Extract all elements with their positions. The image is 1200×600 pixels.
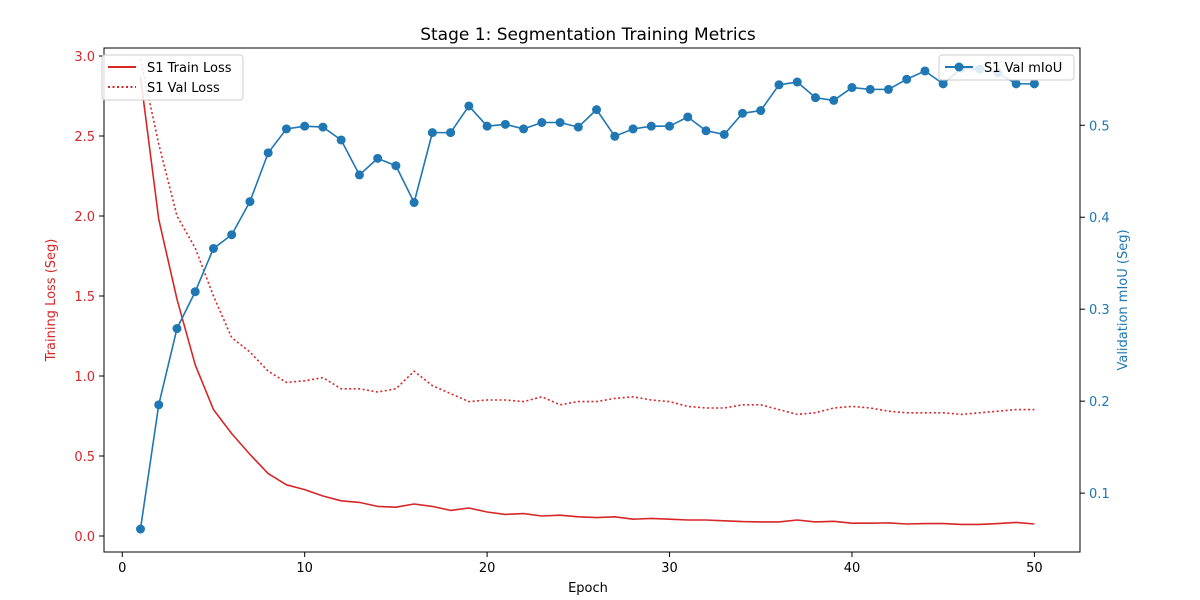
series-line-s1-val-loss <box>139 59 1035 416</box>
data-point-s1-val-miou <box>427 128 437 138</box>
legend-miou-box <box>938 54 1075 81</box>
axes-layer: 0 10 20 30 40 50 0.0 0.5 1.0 1.5 2.0 2.5 3.0 0.1 0.2 0.… <box>74 50 1109 576</box>
legend-loss-box <box>101 54 244 101</box>
x-tick-label: 10 <box>296 561 313 576</box>
legend-miou: S1 Val mIoU <box>938 54 1075 81</box>
y-left-tick-label: 3.0 <box>74 50 95 65</box>
data-point-s1-val-miou <box>756 106 766 116</box>
data-point-s1-val-miou <box>154 400 164 410</box>
data-point-s1-val-miou <box>883 84 893 94</box>
data-point-s1-val-miou <box>464 101 474 111</box>
data-point-s1-val-miou <box>446 128 456 138</box>
x-tick-label: 30 <box>661 561 678 576</box>
data-point-s1-val-miou <box>701 126 711 136</box>
data-point-s1-val-miou <box>920 66 930 76</box>
data-point-s1-val-miou <box>628 124 638 134</box>
data-point-s1-val-miou <box>318 122 328 132</box>
data-point-s1-val-miou <box>938 79 948 89</box>
data-point-s1-val-miou <box>774 80 784 90</box>
data-point-s1-val-miou <box>829 95 839 105</box>
legend-val-loss-label: S1 Val Loss <box>147 81 220 96</box>
x-tick-label: 0 <box>118 561 126 576</box>
x-tick-label: 40 <box>844 561 861 576</box>
y-left-tick-label: 1.5 <box>74 290 95 305</box>
data-point-s1-val-miou <box>646 121 656 131</box>
legend-val-miou-marker <box>954 62 964 72</box>
series-line-s1-val-miou <box>139 67 1035 530</box>
data-point-s1-val-miou <box>592 105 602 115</box>
data-point-s1-val-miou <box>482 121 492 131</box>
data-point-s1-val-miou <box>135 524 145 534</box>
y-left-tick-label: 2.0 <box>74 210 95 225</box>
data-point-s1-val-miou <box>373 153 383 163</box>
data-point-s1-val-miou <box>738 108 748 118</box>
chart-title: Stage 1: Segmentation Training Metrics <box>420 25 756 45</box>
data-point-s1-val-miou <box>1011 79 1021 89</box>
data-point-s1-val-miou <box>902 74 912 84</box>
x-axis-title: Epoch <box>568 581 608 596</box>
data-point-s1-val-miou <box>683 112 693 122</box>
y-left-tick-label: 0.5 <box>74 450 95 465</box>
legend-loss: S1 Train Loss S1 Val Loss <box>101 54 244 101</box>
data-point-s1-val-miou <box>245 197 255 207</box>
x-tick-label: 20 <box>479 561 496 576</box>
data-point-s1-val-miou <box>573 122 583 132</box>
y-left-tick-label: 0.0 <box>74 530 95 545</box>
data-point-s1-val-miou <box>792 77 802 87</box>
data-point-s1-val-miou <box>537 117 547 127</box>
data-point-s1-val-miou <box>300 121 310 131</box>
y-right-tick-label: 0.5 <box>1089 119 1110 134</box>
y-right-tick-label: 0.1 <box>1089 487 1110 502</box>
data-point-s1-val-miou <box>847 83 857 93</box>
series-line-s1-train-loss <box>139 76 1035 526</box>
data-point-s1-val-miou <box>500 119 510 129</box>
data-point-s1-val-miou <box>190 287 200 297</box>
y-left-axis-title: Training Loss (Seg) <box>44 239 59 363</box>
y-right-axis-title: Validation mIoU (Seg) <box>1116 229 1131 370</box>
data-point-s1-val-miou <box>227 230 237 240</box>
data-point-s1-val-miou <box>555 117 565 127</box>
data-point-s1-val-miou <box>1029 79 1039 89</box>
data-point-s1-val-miou <box>391 161 401 171</box>
x-tick-label: 50 <box>1026 561 1043 576</box>
legend-val-miou-label: S1 Val mIoU <box>984 61 1062 76</box>
y-right-tick-label: 0.4 <box>1089 211 1110 226</box>
data-point-s1-val-miou <box>263 148 273 158</box>
data-point-s1-val-miou <box>719 129 729 139</box>
data-point-s1-val-miou <box>172 324 182 334</box>
plot-frame <box>103 47 1081 553</box>
data-point-s1-val-miou <box>519 124 529 134</box>
legend-train-loss-label: S1 Train Loss <box>147 61 232 76</box>
y-left-tick-label: 1.0 <box>74 370 95 385</box>
data-point-s1-val-miou <box>354 170 364 180</box>
data-point-s1-val-miou <box>610 131 620 141</box>
y-left-tick-label: 2.5 <box>74 130 95 145</box>
data-point-s1-val-miou <box>336 135 346 145</box>
data-point-s1-val-miou <box>281 124 291 134</box>
data-point-s1-val-miou <box>865 84 875 94</box>
series-layer <box>135 59 1039 534</box>
y-right-tick-label: 0.2 <box>1089 395 1110 410</box>
data-point-s1-val-miou <box>810 93 820 103</box>
y-right-tick-label: 0.3 <box>1089 303 1110 318</box>
data-point-s1-val-miou <box>665 121 675 131</box>
data-point-s1-val-miou <box>409 198 419 208</box>
data-point-s1-val-miou <box>208 243 218 253</box>
